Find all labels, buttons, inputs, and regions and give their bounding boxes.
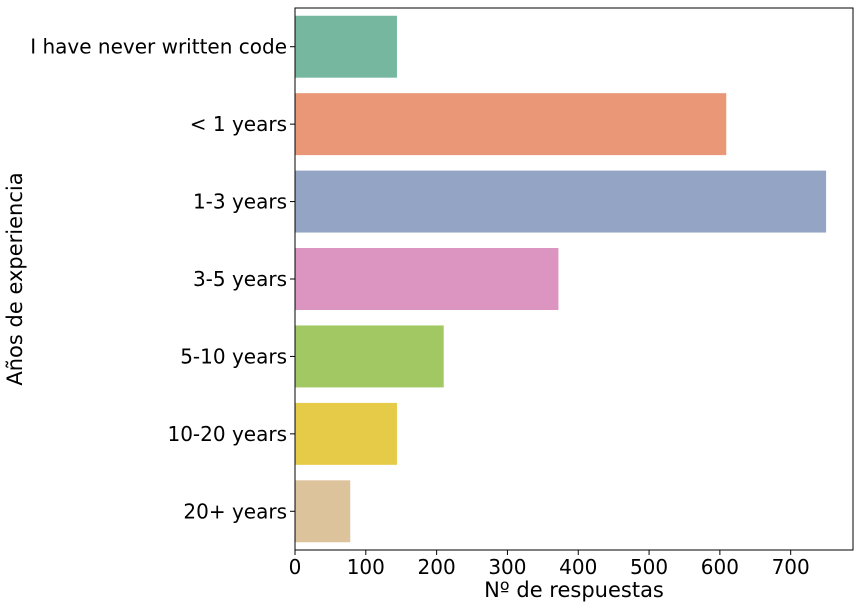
x-tick-label: 600 — [701, 555, 739, 579]
plot-frame — [294, 7, 854, 551]
bar — [295, 325, 444, 388]
y-axis-ticks: I have never written code < 1 years 1-3 ye… — [30, 35, 295, 523]
y-tick-label: 5-10 years — [180, 344, 287, 368]
bar — [295, 248, 559, 310]
bar — [295, 15, 397, 78]
x-tick-label: 400 — [559, 555, 597, 579]
y-tick-label: < 1 years — [190, 112, 287, 136]
y-tick-label: 10-20 years — [167, 422, 287, 446]
x-tick-label: 0 — [289, 555, 302, 579]
y-tick-label: 20+ years — [183, 499, 287, 523]
bar — [295, 402, 397, 465]
bar — [295, 93, 727, 156]
x-tick-label: 300 — [488, 555, 526, 579]
x-tick-label: 700 — [772, 555, 810, 579]
x-tick-label: 200 — [418, 555, 456, 579]
x-tick-label: 100 — [347, 555, 385, 579]
bar — [295, 480, 351, 543]
y-tick-label: 3-5 years — [193, 267, 287, 291]
x-tick-label: 500 — [630, 555, 668, 579]
y-axis-title: Años de experiencia — [3, 172, 27, 385]
y-tick-label: 1-3 years — [193, 190, 287, 214]
bars-layer — [295, 15, 827, 543]
bar — [295, 170, 827, 233]
y-tick-label: I have never written code — [30, 35, 287, 59]
x-axis-title: Nº de respuestas — [484, 578, 664, 602]
x-axis-ticks: 0 100 200 300 400 500 600 700 — [289, 550, 810, 579]
